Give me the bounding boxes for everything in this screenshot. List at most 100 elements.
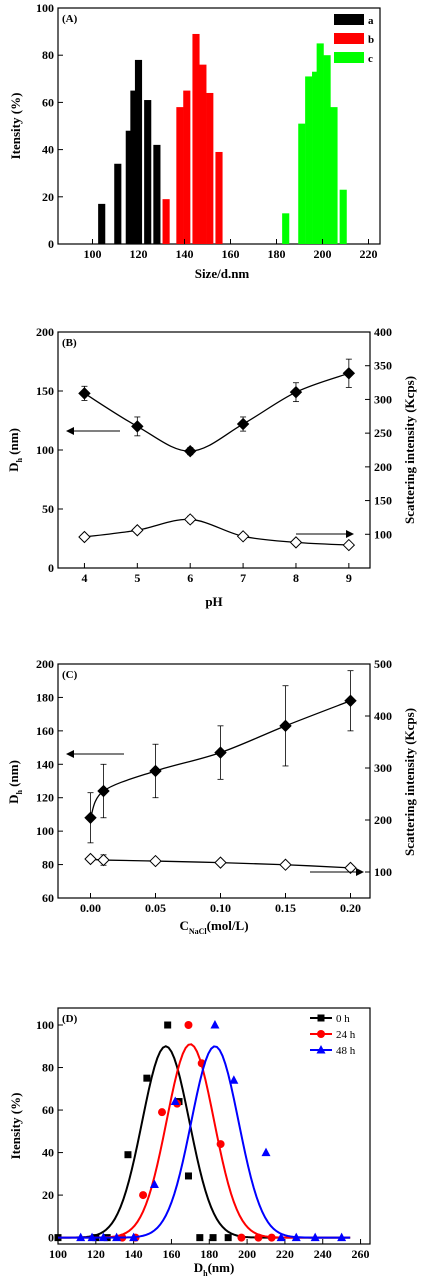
panel-b-point-left — [131, 420, 144, 433]
panel-c-y-tick-label: 200 — [36, 657, 54, 671]
panel-c-y-tick-label: 100 — [36, 824, 54, 838]
panel-d-y-axis-label: Itensity (%) — [8, 1093, 23, 1160]
panel-d-y-tick-label: 40 — [42, 1146, 54, 1160]
bar-c — [323, 55, 331, 245]
panel-b-y-axis-label-tail: (nm) — [6, 428, 21, 458]
panel-c-right-y-tick-label: 500 — [374, 657, 392, 671]
panel-c-arrows — [66, 750, 364, 876]
panel-b-x-axis-label: pH — [205, 594, 222, 609]
panel-c-x-tick-label: 0.15 — [275, 901, 296, 915]
panel-b-right-y-tick-label: 300 — [374, 392, 392, 406]
legend-label: 48 h — [336, 1045, 356, 1057]
panel-b-x-tick-label: 8 — [293, 571, 299, 585]
panel-d-y-tick-label: 20 — [42, 1188, 54, 1202]
panel-a: (A) 100 120 140 160 180 200 220 0 20 40 60 80 100 S… — [8, 1, 381, 281]
panel-a-tag: (A) — [62, 13, 78, 25]
panel-d-point-circle — [267, 1233, 276, 1242]
panel-c-point-left — [214, 746, 227, 759]
panel-a-x-tick-label: 200 — [314, 247, 332, 261]
panel-d-x-tick-label: 120 — [87, 1247, 105, 1261]
panel-b-x-tick-label: 9 — [346, 571, 352, 585]
legend-label: 0 h — [336, 1013, 350, 1025]
panel-d-point-triangle — [276, 1232, 286, 1242]
panel-c-x-axis-label: CNaCl(mol/L) — [179, 918, 248, 936]
panel-a-y-tick-label: 100 — [36, 1, 54, 15]
panel-a-y-tick-label: 80 — [42, 48, 54, 62]
panel-b-point-right — [236, 530, 250, 543]
panel-d-point-square — [224, 1234, 232, 1242]
panel-c-y-tick-label: 80 — [42, 858, 54, 872]
panel-d-point-triangle — [149, 1179, 159, 1188]
panel-d-curve — [58, 1045, 351, 1239]
panel-b-point-left — [78, 387, 91, 400]
bar-b — [199, 64, 207, 244]
panel-d-y-tick-label: 80 — [42, 1061, 54, 1075]
bar-a — [134, 59, 143, 244]
panel-b-y-ticks: 0 50 100 150 200 — [36, 325, 63, 575]
legend-marker-square — [317, 1014, 325, 1022]
panel-b-x-tick-label: 6 — [187, 571, 193, 585]
panel-b-point-right — [78, 530, 91, 544]
panel-b-frame — [57, 331, 371, 569]
panel-d: (D) 100 120 140 160 180 200 220 240 260 0 20 40 60 8… — [8, 1007, 371, 1276]
panel-b-right-y-tick-label: 350 — [374, 359, 392, 373]
bar-a — [130, 90, 138, 244]
panel-b-arrows — [66, 427, 354, 538]
panel-a-y-tick-label: 20 — [42, 190, 54, 204]
panel-d-curve — [58, 1043, 351, 1239]
panel-c-x-tick-label: 0.20 — [340, 901, 361, 915]
panel-d-y-tick-label: 100 — [36, 1018, 54, 1032]
panel-c-y-tick-label: 120 — [36, 791, 54, 805]
panel-b: (B) 4 5 6 7 8 9 0 50 100 150 200 100 150 200 250 300 3… — [6, 325, 417, 609]
panel-b-y2-ticks: 100 150 200 250 300 350 400 — [365, 325, 392, 541]
panel-c-point-right — [97, 853, 110, 867]
legend-label-a: a — [368, 15, 374, 27]
panel-b-point-right — [183, 513, 197, 526]
panel-c-y-tick-label: 180 — [36, 690, 54, 704]
bar-a — [125, 130, 133, 244]
panel-c-y-axis-label-main: D — [6, 795, 21, 804]
panel-c-point-left — [84, 811, 97, 824]
panel-c-left-arrowhead — [66, 750, 74, 758]
panel-d-point-triangle — [170, 1096, 180, 1106]
legend-label-b: b — [368, 34, 374, 46]
panel-d-x-tick-label: 200 — [238, 1247, 256, 1261]
panel-c-point-right — [214, 856, 227, 869]
panel-d-point-triangle — [229, 1075, 239, 1084]
panel-b-y-axis-label-main: D — [6, 463, 21, 472]
legend-marker-triangle — [316, 1045, 326, 1054]
panel-b-curve-right — [84, 518, 349, 546]
panel-b-tag: (B) — [62, 337, 77, 349]
panel-b-point-right — [342, 538, 356, 552]
panel-c-y-axis-label: Dh (nm) — [6, 760, 24, 804]
bar-a — [98, 203, 106, 244]
panel-b-point-left — [289, 385, 303, 399]
panel-b-x-tick-label: 5 — [134, 571, 140, 585]
panel-a-y-tick-label: 60 — [42, 95, 54, 109]
panel-a-x-tick-label: 100 — [84, 247, 102, 261]
panel-d-point-triangle — [291, 1232, 301, 1242]
panel-d-frame — [57, 1007, 371, 1245]
panel-d-x-tick-label: 180 — [200, 1247, 218, 1261]
bar-c — [312, 71, 320, 244]
panel-c-point-left — [344, 694, 357, 707]
panel-c-right-arrowhead — [356, 868, 364, 876]
bar-c — [305, 76, 313, 244]
panel-b-y-tick-label: 100 — [36, 443, 54, 457]
panel-d-point-triangle — [87, 1232, 97, 1242]
panel-c-y-axis-label-tail: (nm) — [6, 760, 21, 790]
panel-a-x-tick-label: 220 — [360, 247, 378, 261]
bar-a — [114, 163, 122, 244]
panel-c-x-tick-label: 0.00 — [80, 901, 101, 915]
panel-d-x-tick-label: 140 — [125, 1247, 143, 1261]
panel-d-point-square — [196, 1234, 204, 1242]
panel-b-y-axis-label-sub: h — [15, 458, 24, 463]
panel-a-y-ticks: 0 20 40 60 80 100 — [36, 1, 63, 251]
bar-b — [162, 199, 170, 244]
panel-d-x-axis-label-sub: h — [203, 1269, 208, 1276]
panel-d-point-circle — [237, 1233, 246, 1242]
bar-c — [316, 43, 324, 245]
panel-a-y-tick-label: 40 — [42, 143, 54, 157]
panel-c-x-axis-label-tail: (mol/L) — [207, 918, 249, 933]
